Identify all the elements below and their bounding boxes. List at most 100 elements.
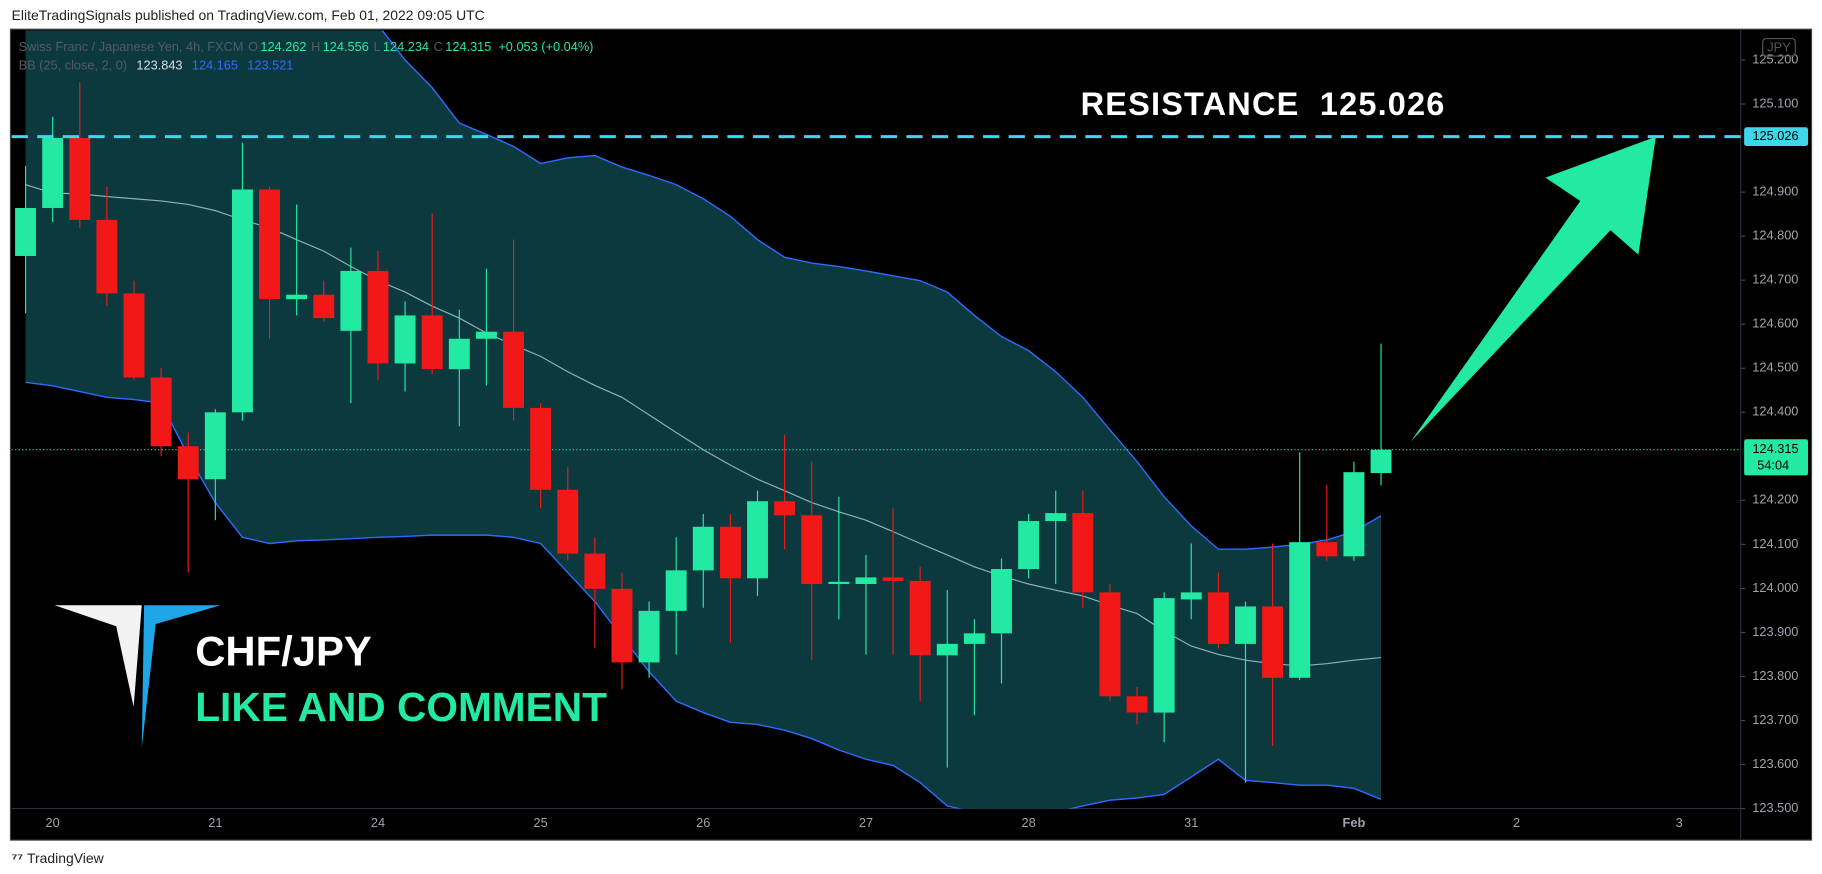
candle-body (503, 331, 524, 408)
legend-key: C (434, 39, 443, 54)
y-tick-label: 123.700 (1752, 712, 1798, 727)
candle-body (231, 189, 253, 413)
y-tick-label: 124.700 (1752, 272, 1798, 287)
candle-body (123, 293, 145, 378)
candle-body (367, 270, 389, 364)
legend-bb-basis: 123.843 (136, 58, 182, 73)
y-tick-label: 124.500 (1752, 360, 1798, 375)
candle-body (394, 315, 416, 364)
resistance-price-box (1744, 127, 1809, 146)
plot-area (11, 30, 1741, 809)
candle-body (828, 581, 850, 585)
candle-body (991, 569, 1012, 634)
candle-body (1126, 696, 1148, 713)
y-tick-label: 123.900 (1752, 624, 1798, 639)
x-tick-label: 24 (371, 815, 385, 830)
candle-body (936, 643, 958, 656)
candle-body (1045, 513, 1067, 522)
candle-body (1343, 472, 1365, 557)
legend-key: H (311, 39, 320, 54)
candle-body (1289, 542, 1311, 678)
candle-body (475, 331, 497, 339)
x-tick-label: 27 (859, 815, 873, 830)
band-fill (25, 30, 1382, 809)
logo-blue (141, 605, 221, 748)
overlay: 125.200125.100124.900124.800124.700124.6… (11, 37, 1809, 830)
y-tick-label: 124.100 (1752, 536, 1798, 551)
candle-body (259, 189, 281, 300)
countdown-label: 54:04 (1757, 457, 1789, 472)
candle-body (1180, 592, 1202, 600)
legend-value: 124.234 (383, 39, 429, 54)
candle-body (611, 588, 633, 663)
candle-body (1018, 521, 1040, 570)
publish-line: EliteTradingSignals published on Trading… (12, 7, 485, 23)
candle-body (1153, 598, 1175, 713)
x-tick-label: 2 (1513, 815, 1520, 830)
y-tick-label: 124.800 (1752, 228, 1798, 243)
candle-body (963, 633, 985, 644)
x-tick-label: 25 (534, 815, 548, 830)
candle-body (15, 207, 37, 256)
bb-upper-line (381, 30, 1382, 550)
currency-label: JPY (1767, 39, 1791, 54)
y-tick-label: 125.100 (1752, 95, 1798, 110)
logo-mark: ⁷⁷ (12, 849, 27, 865)
y-tick-label: 124.900 (1752, 183, 1798, 198)
x-tick-label: 21 (208, 815, 222, 830)
legend-ohlc: Swiss Franc / Japanese Yen, 4h, FXCM O 124… (19, 39, 594, 54)
legend-bb-lower: 123.521 (247, 58, 293, 73)
resistance-price-label: 125.026 (1752, 128, 1798, 143)
legend-symbol: Swiss Franc / Japanese Yen, 4h, FXCM (19, 39, 244, 54)
legend-bb: BB (25, close, 2, 0) 123.843 124.165 123.52… (19, 58, 294, 73)
chart-title: CHF/JPY (195, 627, 372, 674)
x-tick-label: 26 (696, 815, 710, 830)
currency-box (1762, 37, 1796, 57)
candle-body (1235, 606, 1256, 644)
candle-body (69, 137, 91, 220)
legend-key: O (248, 39, 258, 54)
last-price-label: 124.315 (1752, 441, 1798, 456)
candle-body (150, 377, 172, 447)
candle-body (1316, 542, 1338, 557)
legend-change: +0.053 (+0.04%) (498, 39, 593, 54)
bb-lower-line (25, 381, 1382, 809)
footer-logo-text: ⁷⁷ TradingView (12, 849, 105, 865)
candle-body (665, 570, 687, 611)
x-tick-label: 28 (1022, 815, 1036, 830)
candle-body (1262, 606, 1284, 678)
logo-white (54, 605, 142, 707)
candle-body (747, 501, 768, 579)
candle-body (42, 137, 64, 208)
y-tick-label: 124.000 (1752, 580, 1798, 595)
arrow (1410, 136, 1656, 442)
legend-key: L (373, 39, 380, 54)
x-tick-label: 31 (1184, 815, 1198, 830)
candle-body (96, 219, 118, 294)
candle-body (340, 270, 362, 331)
candle-body (692, 526, 714, 571)
candle-body (448, 338, 470, 370)
candle-body (204, 412, 226, 480)
y-tick-label: 124.200 (1752, 492, 1798, 507)
candle-body (882, 577, 904, 581)
candle-body (638, 610, 660, 663)
candle-body (855, 577, 877, 585)
candle-body (1072, 513, 1094, 593)
candle-body (421, 315, 443, 370)
candle-body (286, 294, 308, 300)
resistance-annotation: RESISTANCE 125.026 (1081, 85, 1446, 122)
y-tick-label: 123.800 (1752, 668, 1798, 683)
candle-body (1207, 592, 1229, 644)
x-tick-label: 20 (46, 815, 60, 830)
legend-bb-upper: 124.165 (192, 58, 238, 73)
y-tick-label: 123.500 (1752, 800, 1798, 815)
candle-body (177, 446, 199, 480)
y-tick-label: 123.600 (1752, 756, 1798, 771)
candle-body (774, 501, 796, 516)
candle-body (909, 580, 931, 656)
x-tick-label: 3 (1676, 815, 1683, 830)
footer-text: TradingView (27, 849, 105, 865)
candle-body (719, 526, 741, 579)
